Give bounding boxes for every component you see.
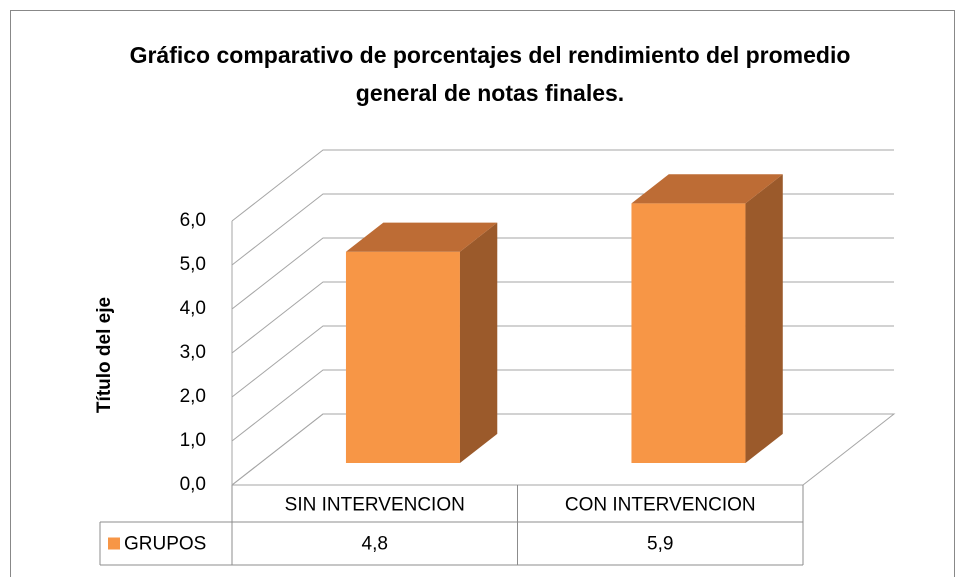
bar-front (345, 251, 460, 463)
y-tick-label: 0,0 (180, 474, 206, 495)
x-tick-label: CON INTERVENCION (565, 495, 756, 516)
bar-top (631, 174, 783, 204)
value-label: 4,8 (362, 534, 388, 555)
bar-side (745, 174, 783, 463)
y-tick-label: 2,0 (180, 386, 206, 407)
y-tick-label: 6,0 (180, 210, 206, 231)
grid-line (231, 193, 894, 266)
bar (631, 174, 783, 463)
y-tick-label: 4,0 (180, 298, 206, 319)
x-tick-label: SIN INTERVENCION (285, 495, 465, 516)
chart-border (10, 10, 955, 577)
y-axis-title: Título del eje (94, 297, 115, 413)
chart-title: Gráfico comparativo de porcentajes del r… (129, 42, 851, 106)
y-tick-label: 5,0 (180, 254, 206, 275)
value-label: 5,9 (647, 534, 673, 555)
grid-line (231, 325, 894, 398)
legend-label: GRUPOS (124, 534, 206, 555)
grid-line (231, 281, 894, 354)
y-tick-label: 3,0 (180, 342, 206, 363)
grid-line (231, 413, 894, 486)
bar (345, 222, 498, 463)
bar-front (631, 203, 746, 463)
y-tick-label: 1,0 (180, 430, 206, 451)
bar-top (345, 222, 498, 252)
bar-side (459, 222, 498, 463)
grid-line (231, 237, 894, 310)
grid-line (231, 149, 894, 222)
legend-swatch (108, 537, 120, 550)
floor-outline (231, 413, 896, 486)
grid-line (231, 369, 894, 442)
